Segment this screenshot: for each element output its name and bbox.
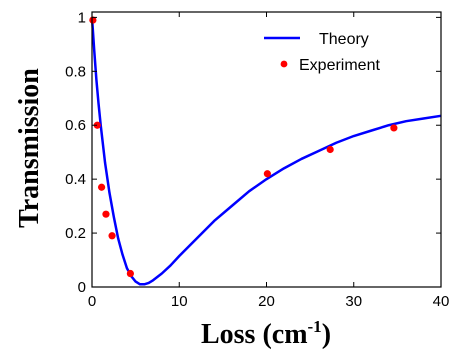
legend-experiment-marker (280, 60, 288, 68)
x-tick-label: 40 (433, 293, 450, 310)
experiment-point (93, 121, 101, 129)
legend: Theory Experiment (264, 31, 380, 74)
x-tick-label: 30 (345, 293, 362, 310)
x-axis-title-sup: -1 (308, 317, 322, 336)
experiment-point (390, 124, 398, 132)
axis-ticks: 0 10 20 30 40 0 0.2 0.4 0.6 0.8 1 (65, 9, 449, 310)
experiment-point (263, 170, 271, 178)
x-axis-title: Loss (cm-1) (201, 317, 331, 350)
x-axis-title-main: Loss (cm (201, 319, 308, 350)
x-tick-label: 0 (88, 293, 96, 310)
legend-theory-label: Theory (319, 31, 369, 48)
y-axis-title: Transmission (14, 68, 45, 228)
experiment-point (108, 232, 116, 240)
y-tick-label: 0.8 (65, 63, 86, 80)
y-tick-label: 1 (78, 9, 86, 26)
y-tick-label: 0.6 (65, 117, 86, 134)
experiment-point (97, 183, 106, 191)
plot-frame (91, 11, 442, 288)
y-tick-label: 0.4 (65, 171, 86, 188)
experiment-point (102, 210, 110, 218)
experiment-point (326, 145, 334, 154)
y-tick-label: 0.2 (65, 225, 86, 242)
experiment-point (126, 269, 134, 278)
x-tick-label: 10 (171, 293, 188, 310)
x-tick-label: 20 (258, 293, 275, 310)
theory-curve (90, 17, 442, 286)
plot-area (89, 16, 442, 286)
y-tick-label: 0 (78, 279, 86, 296)
experiment-point (89, 16, 97, 24)
x-axis-title-close: ) (322, 319, 331, 350)
legend-experiment-label: Experiment (299, 57, 380, 74)
